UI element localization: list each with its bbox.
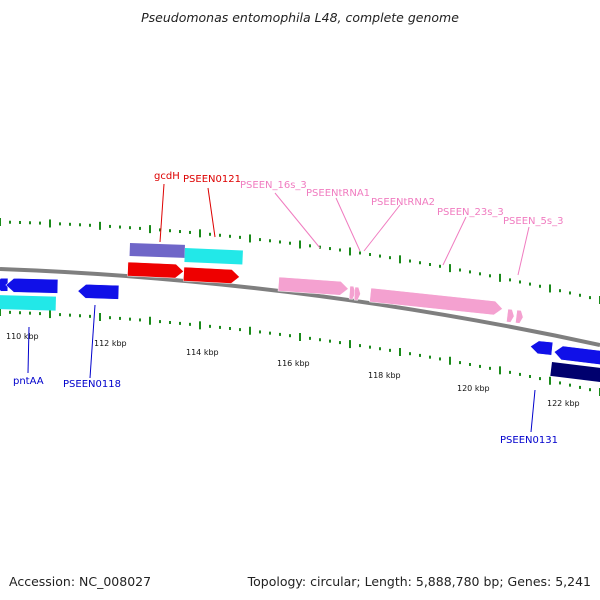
pntaa-leader xyxy=(27,326,30,374)
trna-feature-2 xyxy=(353,286,361,301)
feature-labels: gcdH PSEEN0121 PSEEN_16s_3 PSEENtRNA1 PS… xyxy=(13,171,563,446)
tick-label: 116 kbp xyxy=(277,359,310,368)
tick-label: 120 kbp xyxy=(457,384,490,393)
pseen0121-leader xyxy=(207,187,216,238)
blue-feature-right-2 xyxy=(553,345,600,366)
pseen0131-feature xyxy=(550,361,600,383)
pseen-trna1-leader xyxy=(335,197,361,252)
label-pseen-5s: PSEEN_5s_3 xyxy=(503,216,563,227)
leader-lines xyxy=(27,183,536,433)
pseen-16s-feature xyxy=(277,276,349,296)
tick-label: 118 kbp xyxy=(368,371,401,380)
pseen0131-leader xyxy=(530,389,536,433)
blue-forward-feature-left xyxy=(5,277,59,294)
label-pseen0131: PSEEN0131 xyxy=(500,435,558,446)
label-pseen-trna2: PSEENtRNA2 xyxy=(371,197,435,208)
red-feature-1 xyxy=(127,261,185,279)
red-feature-2 xyxy=(183,266,240,284)
label-pseen0118: PSEEN0118 xyxy=(63,379,121,390)
label-pntaa: pntAA xyxy=(13,376,44,387)
gcdh-leader xyxy=(159,183,165,243)
pseen-5s-feature-2 xyxy=(515,309,524,324)
pseen-5s-leader xyxy=(517,226,530,276)
topology-text: Topology: circular; Length: 5,888,780 bp… xyxy=(247,574,591,589)
tick-labels: 110 kbp 112 kbp 114 kbp 116 kbp 118 kbp 120 k… xyxy=(6,332,580,408)
inner-tick-ring xyxy=(0,308,600,396)
pseen-trna2-leader xyxy=(363,204,401,252)
map-title: Pseudomonas entomophila L48, complete ge… xyxy=(141,10,459,25)
pseen0121-feature xyxy=(184,248,243,265)
label-pseen-23s: PSEEN_23s_3 xyxy=(437,207,504,218)
pseen0118-feature xyxy=(77,284,120,300)
pseen-23s-leader xyxy=(442,216,467,266)
tick-label: 112 kbp xyxy=(94,339,127,348)
tick-label: 114 kbp xyxy=(186,348,219,357)
gcdh-feature xyxy=(129,243,185,258)
label-pseen-trna1: PSEENtRNA1 xyxy=(306,188,370,199)
label-pseen-16s: PSEEN_16s_3 xyxy=(240,180,307,191)
tick-label: 110 kbp xyxy=(6,332,39,341)
pseen-23s-feature xyxy=(369,287,503,316)
genome-backbone xyxy=(0,267,600,347)
accession-text: Accession: NC_008027 xyxy=(9,574,152,589)
pseen-5s-feature-1 xyxy=(506,308,515,323)
trna-feature-1 xyxy=(348,285,356,300)
features xyxy=(0,243,600,383)
pseen0118-leader xyxy=(89,304,96,379)
tick-label: 122 kbp xyxy=(547,399,580,408)
cyan-forward-feature-left xyxy=(0,295,56,311)
outer-tick-ring xyxy=(0,218,600,304)
label-gcdh: gcdH xyxy=(154,171,180,182)
blue-feature-right-1 xyxy=(529,340,554,356)
label-pseen0121: PSEEN0121 xyxy=(183,174,241,185)
pseen-16s-leader xyxy=(274,192,321,249)
